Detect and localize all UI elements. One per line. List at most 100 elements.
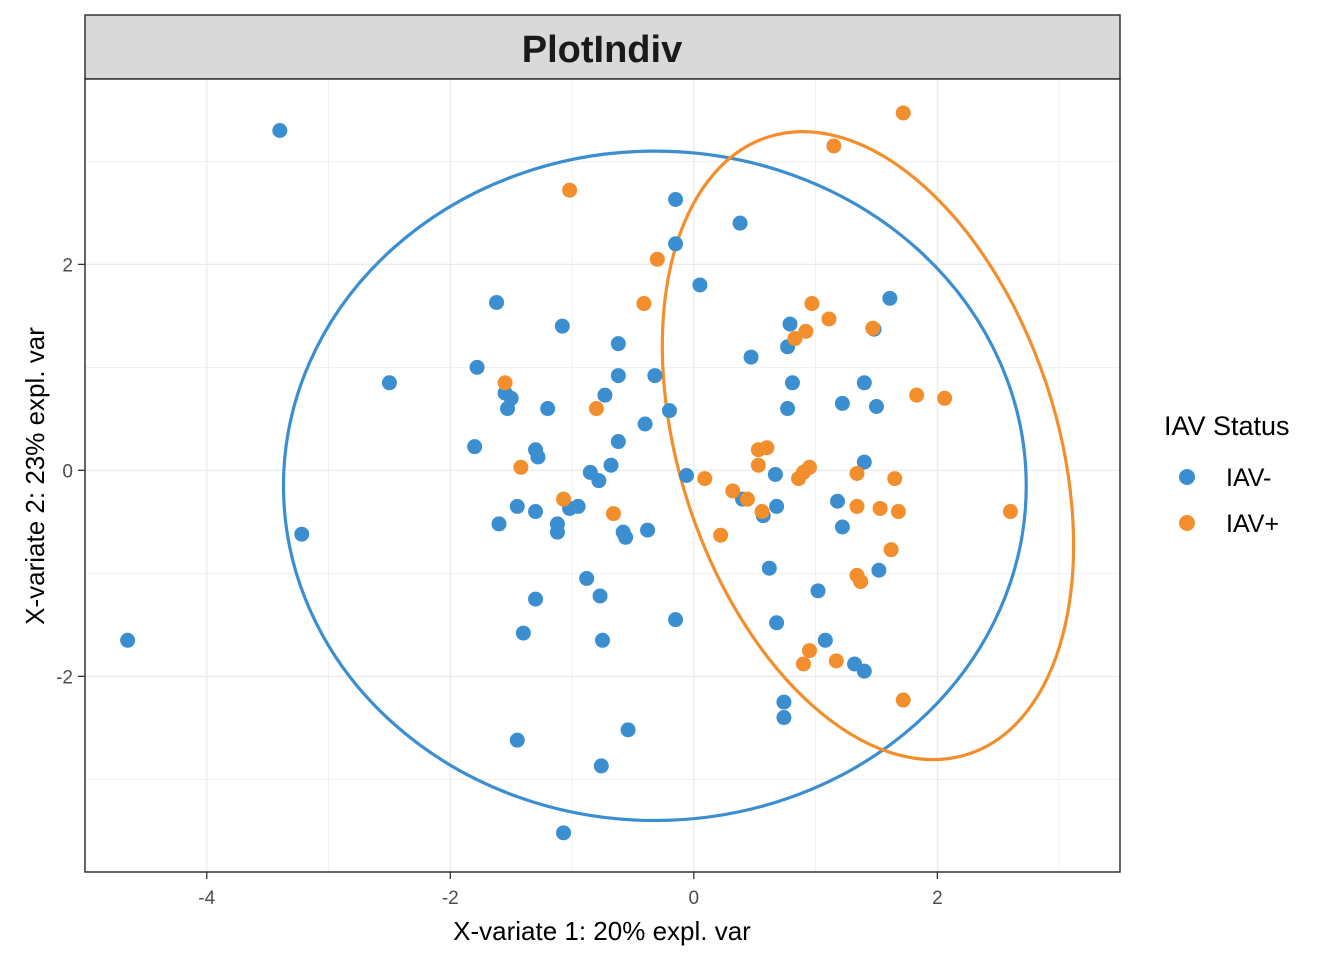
point-iav-pos [802, 643, 817, 659]
point-iav-neg [491, 516, 507, 532]
y-axis-title: X-variate 2: 23% expl. var [20, 327, 50, 625]
point-iav-neg [597, 387, 613, 403]
point-iav-pos [791, 471, 807, 487]
point-iav-neg [743, 349, 759, 365]
data-points [120, 105, 1018, 841]
point-iav-pos [1002, 504, 1018, 520]
point-iav-pos [895, 105, 911, 121]
point-iav-neg [780, 401, 796, 417]
point-iav-neg [509, 732, 525, 748]
point-iav-neg [610, 434, 626, 450]
y-tick-label: -2 [56, 667, 73, 688]
point-iav-pos [821, 311, 837, 327]
point-iav-neg [489, 294, 505, 310]
point-iav-neg [272, 122, 288, 138]
point-iav-neg [294, 526, 310, 542]
point-iav-neg [679, 468, 695, 483]
point-iav-neg [528, 504, 544, 520]
point-iav-pos [909, 387, 925, 403]
point-iav-neg [668, 612, 684, 628]
point-iav-neg [882, 290, 898, 306]
chart-title: PlotIndiv [522, 29, 682, 71]
point-iav-pos [849, 465, 865, 481]
point-iav-neg [834, 519, 850, 535]
point-iav-pos [725, 483, 741, 499]
ellipse-iav-pos [660, 130, 1076, 762]
point-iav-neg [120, 632, 136, 648]
point-iav-pos [649, 251, 665, 267]
point-iav-neg [591, 473, 607, 489]
legend-title: IAV Status [1164, 411, 1290, 441]
point-iav-pos [754, 504, 770, 520]
point-iav-neg [610, 336, 626, 352]
point-iav-neg [830, 493, 846, 509]
x-tick-label: 0 [689, 888, 700, 909]
point-iav-pos [872, 500, 888, 516]
point-iav-pos [739, 491, 755, 507]
point-iav-pos [883, 542, 899, 558]
point-iav-neg [769, 615, 785, 631]
facet-strip: PlotIndiv [84, 14, 1121, 80]
point-iav-neg [769, 498, 785, 514]
point-iav-pos [895, 692, 911, 708]
point-iav-neg [556, 825, 572, 841]
x-tick-label: -4 [198, 888, 215, 909]
point-iav-pos [556, 491, 572, 507]
point-iav-neg [515, 625, 531, 641]
point-iav-pos [713, 527, 729, 543]
point-iav-neg [467, 439, 483, 455]
point-iav-neg [503, 390, 519, 406]
point-iav-neg [603, 457, 619, 473]
point-iav-neg [856, 663, 872, 679]
point-iav-pos [787, 331, 803, 347]
point-iav-neg [595, 632, 610, 648]
point-iav-neg [620, 722, 636, 738]
point-iav-neg [817, 632, 833, 648]
y-tick-label: 0 [62, 461, 73, 482]
x-tick-label: -2 [442, 888, 459, 909]
point-iav-neg [856, 454, 872, 470]
legend-item-iav-neg: IAV- [1179, 464, 1271, 492]
point-iav-pos [795, 656, 811, 672]
point-iav-neg [668, 236, 684, 252]
point-iav-pos [588, 401, 604, 417]
point-iav-neg [469, 359, 485, 375]
point-iav-neg [776, 710, 792, 726]
confidence-ellipses [281, 130, 1076, 823]
point-iav-neg [549, 524, 565, 540]
panel-border [84, 78, 1121, 873]
point-iav-neg [661, 403, 677, 419]
point-iav-pos [497, 375, 513, 391]
point-iav-neg [761, 560, 777, 576]
point-iav-neg [640, 522, 656, 538]
point-iav-neg [776, 694, 792, 710]
point-iav-pos [826, 138, 842, 154]
point-iav-neg [647, 368, 663, 384]
x-axis-title: X-variate 1: 20% expl. var [453, 916, 751, 946]
point-iav-pos [513, 459, 529, 475]
legend-label-iav-pos: IAV+ [1226, 510, 1279, 538]
point-iav-neg [381, 375, 397, 391]
point-iav-neg [610, 368, 626, 384]
point-iav-pos [636, 296, 652, 312]
point-iav-neg [554, 318, 570, 334]
point-iav-pos [798, 323, 814, 339]
point-iav-pos [890, 504, 906, 520]
point-iav-neg [692, 277, 708, 293]
axis-ticks: -4 -2 0 2 -2 0 2 [56, 255, 943, 909]
point-iav-neg [618, 529, 634, 545]
legend-label-iav-neg: IAV- [1226, 464, 1271, 492]
point-iav-neg [668, 191, 684, 207]
point-iav-neg [871, 562, 887, 578]
legend: IAV Status IAV- IAV+ [1164, 411, 1290, 538]
point-iav-neg [767, 466, 783, 482]
point-iav-pos [828, 653, 844, 669]
point-iav-neg [834, 395, 850, 411]
point-iav-neg [530, 449, 546, 465]
point-iav-neg [592, 588, 608, 604]
ellipse-iav-neg [281, 149, 1028, 823]
point-iav-pos [605, 506, 621, 522]
point-iav-neg [593, 758, 609, 774]
point-iav-neg [732, 215, 748, 231]
